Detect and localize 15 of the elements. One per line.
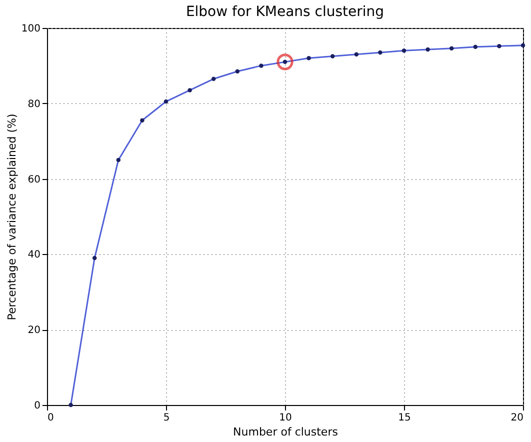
x-axis-title: Number of clusters <box>233 426 338 438</box>
x-tick-label: 5 <box>163 412 170 424</box>
y-tick-label: 60 <box>28 174 40 186</box>
x-tick-label: 15 <box>398 412 411 424</box>
y-tick-label: 20 <box>28 325 40 336</box>
x-tick-label: 0 <box>48 412 54 424</box>
y-tick-label: 100 <box>21 24 40 34</box>
x-tick-label: 10 <box>279 412 292 424</box>
point <box>276 54 294 70</box>
y-axis-title: Percentage of variance explained (%) <box>5 114 18 320</box>
x-tick-label: 20 <box>510 412 524 424</box>
y-tick-label: 40 <box>28 250 40 261</box>
chart-title: Elbow for KMeans clustering <box>186 4 384 20</box>
y-tick-label: 0 <box>34 400 40 412</box>
y-tick-label: 80 <box>28 98 40 110</box>
